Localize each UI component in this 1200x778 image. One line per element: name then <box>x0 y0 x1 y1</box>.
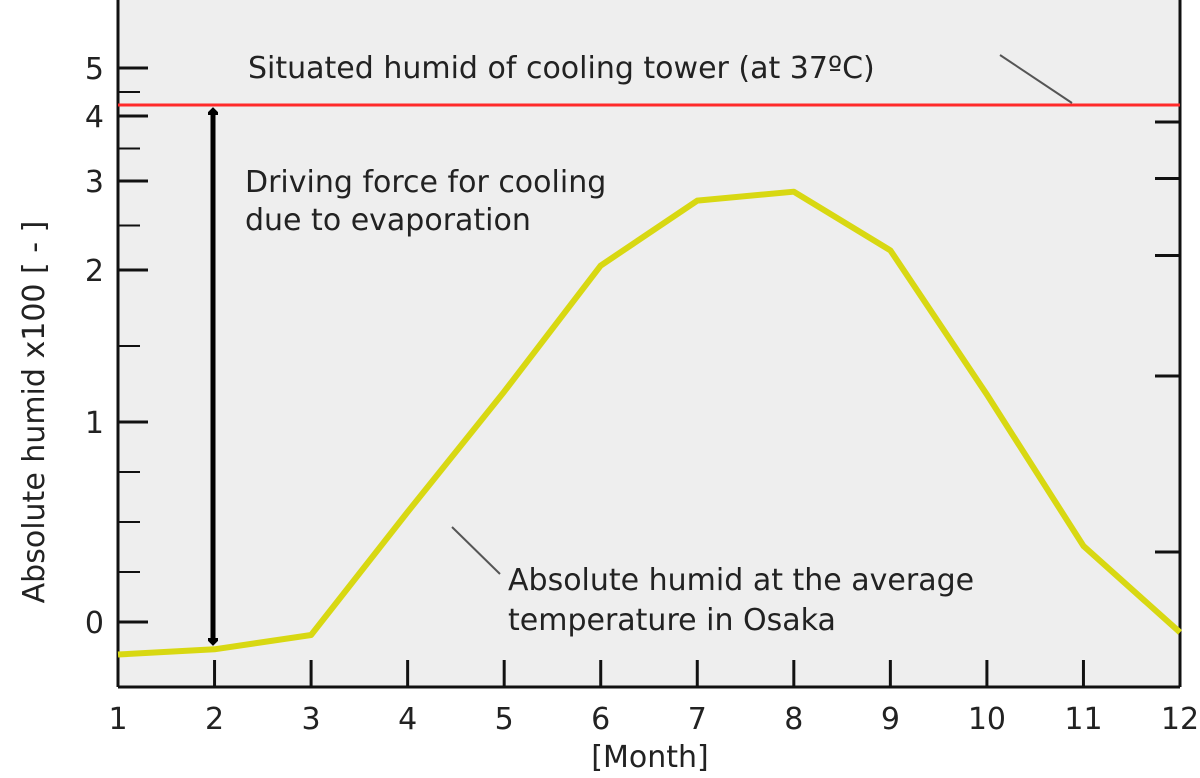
x-axis-title: [Month] <box>591 740 708 775</box>
annotation-osaka-1: Absolute humid at the average <box>508 563 974 598</box>
y-tick-label: 3 <box>85 165 104 200</box>
x-tick-label: 2 <box>205 702 224 737</box>
y-tick-label: 5 <box>85 52 104 87</box>
plot-area <box>118 0 1180 687</box>
x-tick-label: 10 <box>968 702 1006 737</box>
annotation-saturated-leader <box>999 54 1073 104</box>
annotation-driving-force-2: due to evaporation <box>245 203 531 238</box>
y-tick-label: 1 <box>85 406 104 441</box>
annotation-osaka-2: temperature in Osaka <box>508 603 836 638</box>
annotation-saturated: Situated humid of cooling tower (at 37ºC… <box>248 51 875 86</box>
y-axis: 0 1 2 3 4 5 <box>85 52 148 641</box>
x-tick-label: 8 <box>784 702 803 737</box>
annotation-driving-force-1: Driving force for cooling <box>245 165 606 200</box>
x-tick-label: 6 <box>591 702 610 737</box>
x-axis: 1 2 3 4 5 6 7 8 9 10 11 12 <box>108 660 1199 737</box>
y-axis-title: Absolute humid x100 [ - ] <box>17 221 52 604</box>
x-tick-label: 4 <box>398 702 417 737</box>
y-tick-label: 4 <box>85 100 104 135</box>
x-tick-label: 11 <box>1064 702 1102 737</box>
y-tick-label: 2 <box>85 254 104 289</box>
x-tick-label: 3 <box>302 702 321 737</box>
series-line-osaka <box>117 188 1183 658</box>
y-tick-label: 0 <box>85 606 104 641</box>
annotation-osaka-leader <box>451 526 501 575</box>
right-axis-ticks <box>1155 120 1180 554</box>
x-tick-label: 1 <box>108 702 127 737</box>
x-tick-label: 12 <box>1161 702 1199 737</box>
x-tick-label: 5 <box>495 702 514 737</box>
x-tick-label: 9 <box>881 702 900 737</box>
x-tick-label: 7 <box>688 702 707 737</box>
